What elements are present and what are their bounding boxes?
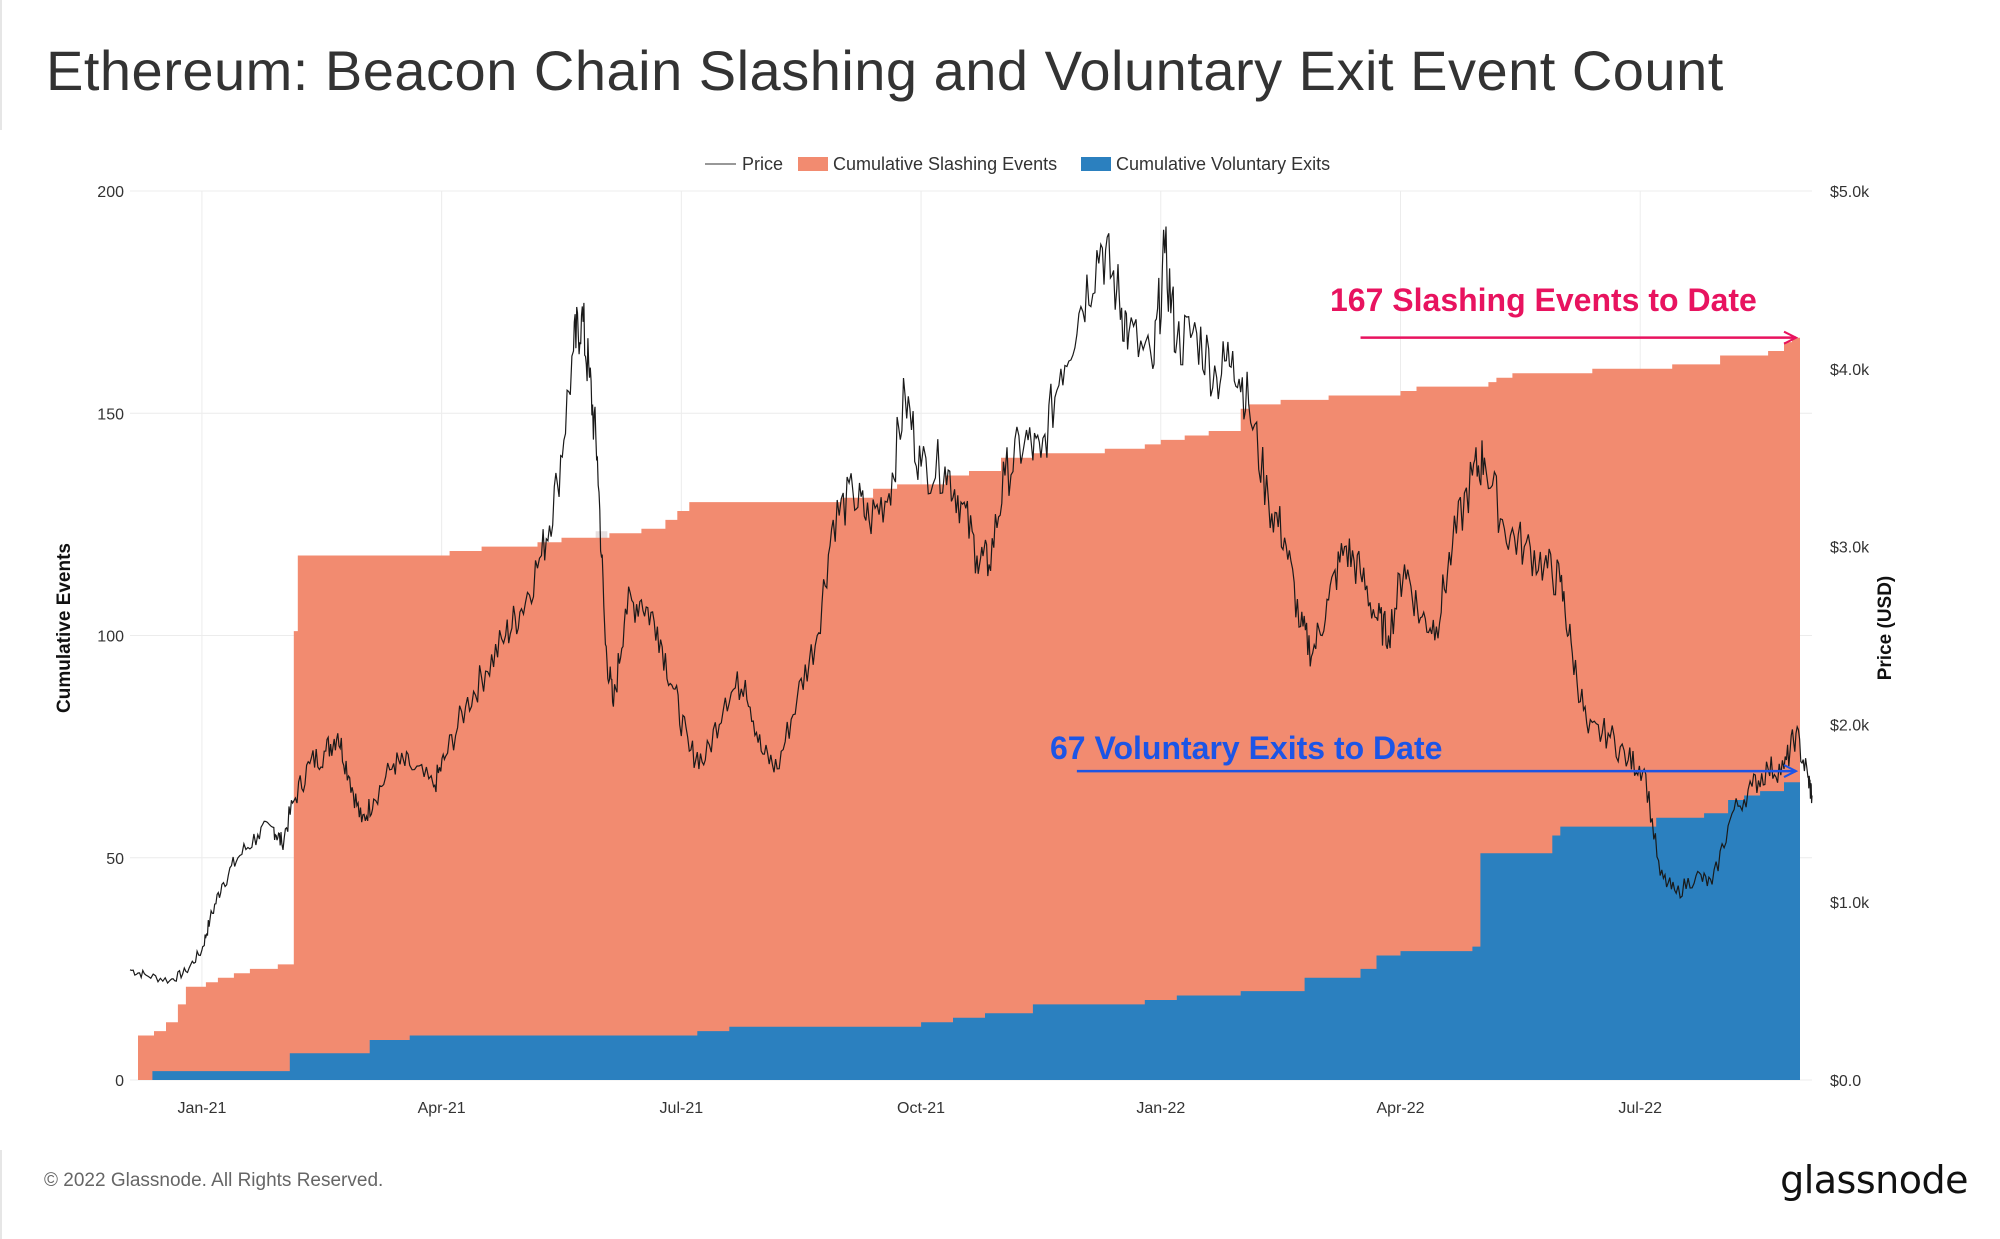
y-right-tick-label: $1.0k [1830, 895, 1870, 912]
x-tick-label: Jul-21 [660, 1100, 704, 1117]
footer-copyright: © 2022 Glassnode. All Rights Reserved. [44, 1170, 384, 1191]
x-tick-label: Apr-22 [1376, 1100, 1424, 1117]
x-tick-label: Jul-22 [1618, 1100, 1662, 1117]
axis-ticks: 0 50 100 150 200 $0.0 $1.0k $2.0k $3.0k $4.0k $5.0… [97, 184, 1870, 1117]
x-tick-label: Apr-21 [418, 1100, 466, 1117]
legend-slashing-label[interactable]: Cumulative Slashing Events [833, 154, 1057, 174]
y-right-tick-label: $4.0k [1830, 362, 1870, 379]
y-left-tick-label: 0 [115, 1073, 124, 1090]
y-right-tick-label: $3.0k [1830, 540, 1870, 557]
price-line [129, 226, 1813, 985]
slashing-events-area [130, 337, 1800, 1080]
legend-exits-label[interactable]: Cumulative Voluntary Exits [1116, 154, 1330, 174]
y-left-axis-title: Cumulative Events [54, 543, 75, 713]
exits-annotation-text: 67 Voluntary Exits to Date [1050, 730, 1442, 766]
y-right-tick-label: $5.0k [1830, 184, 1870, 201]
y-right-tick-label: $2.0k [1830, 717, 1870, 734]
legend-price-label[interactable]: Price [742, 154, 783, 174]
left-edge-line-bottom [0, 1150, 2, 1239]
x-tick-label: Oct-21 [897, 1100, 945, 1117]
legend-exits-swatch [1081, 157, 1111, 171]
y-left-tick-label: 100 [97, 629, 124, 646]
y-left-tick-label: 50 [106, 851, 124, 868]
voluntary-exits-area [130, 782, 1800, 1080]
y-left-tick-label: 200 [97, 184, 124, 201]
legend: Price Cumulative Slashing Events Cumulat… [705, 154, 1330, 174]
y-right-tick-label: $0.0 [1830, 1073, 1861, 1090]
slashing-annotation-text: 167 Slashing Events to Date [1330, 282, 1757, 318]
y-left-tick-label: 150 [97, 406, 124, 423]
x-tick-label: Jan-21 [177, 1100, 226, 1117]
legend-slashing-swatch [798, 157, 828, 171]
y-right-axis-title: Price (USD) [1875, 576, 1896, 681]
left-edge-line-top [0, 0, 2, 130]
x-tick-label: Jan-22 [1136, 1100, 1185, 1117]
glassnode-logo[interactable]: glassnode [1780, 1158, 1968, 1202]
page-title: Ethereum: Beacon Chain Slashing and Volu… [46, 39, 1724, 102]
